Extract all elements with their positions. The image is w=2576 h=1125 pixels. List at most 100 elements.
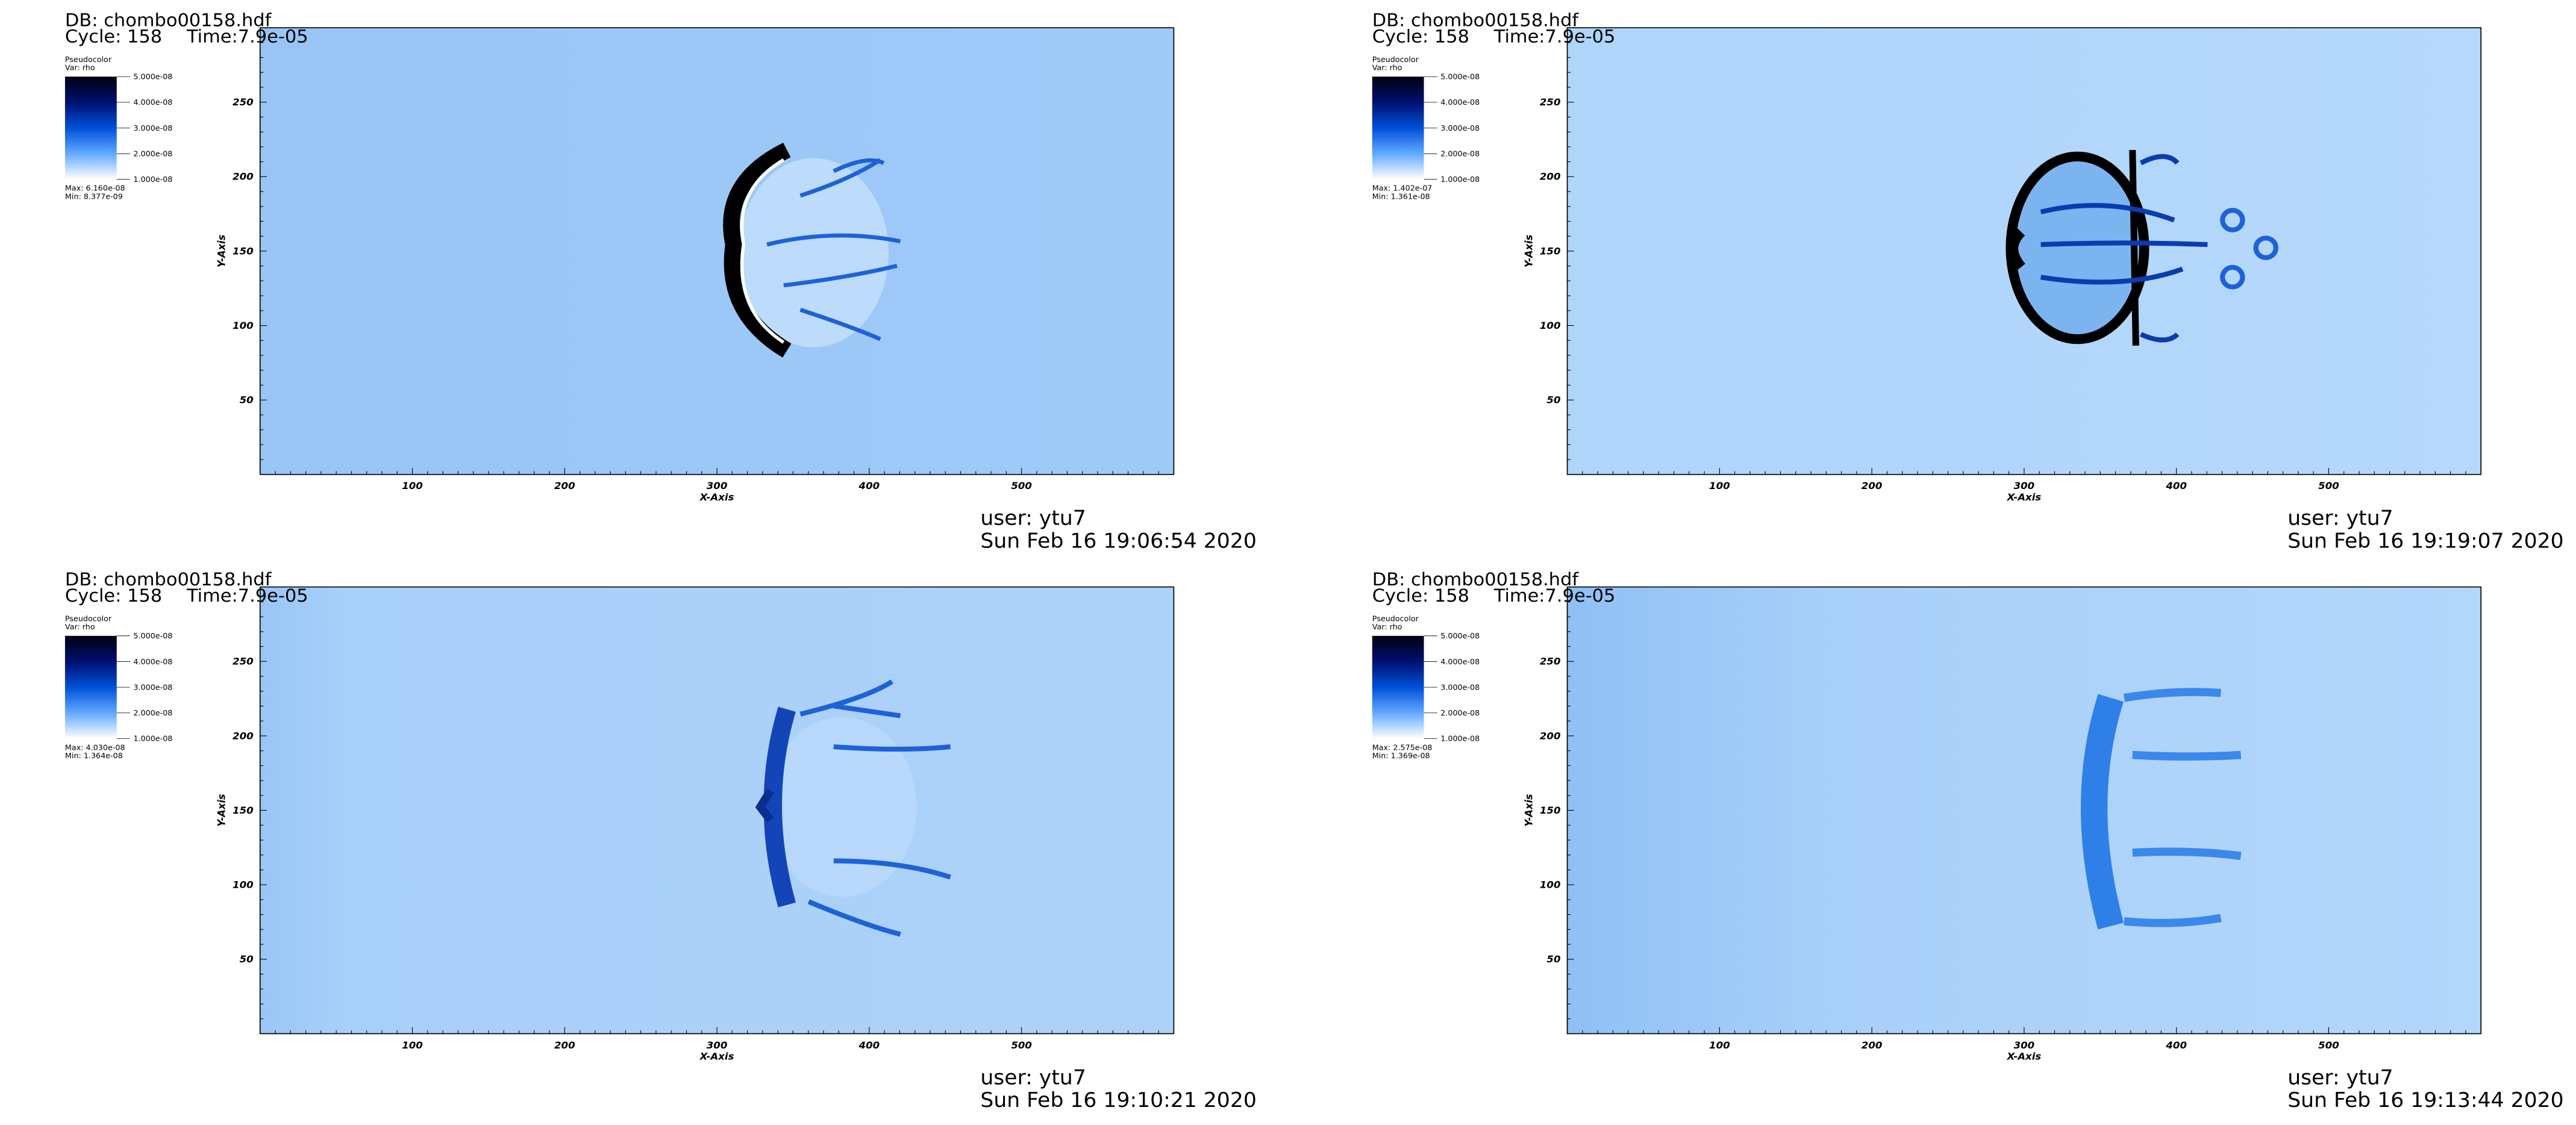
y-tick-label: 100 [1540, 879, 1561, 891]
shock-edge [740, 158, 785, 344]
legend-var: Var: rho [1372, 63, 1402, 72]
legend-max: Max: 4.030e-08 [65, 743, 125, 752]
x-tick-label: 200 [1862, 1039, 1883, 1051]
legend-min: Min: 8.377e-09 [65, 192, 123, 201]
y-tick-label: 100 [233, 879, 254, 891]
x-axis-title: X-Axis [699, 1051, 734, 1062]
flow-features [2081, 688, 2242, 930]
flow-features [2005, 149, 2278, 346]
y-tick-label: 200 [1540, 730, 1561, 741]
legend-label: 3.000e-08 [133, 123, 172, 132]
y-tick-label: 50 [1546, 394, 1560, 406]
x-tick-label: 200 [554, 1039, 575, 1051]
x-axis-title: X-Axis [699, 491, 734, 503]
cycle-label: Cycle: 158 [65, 585, 162, 606]
bulge [755, 788, 774, 823]
x-tick-label: 200 [554, 480, 575, 491]
finger [833, 744, 951, 752]
legend-var: Var: rho [1372, 622, 1402, 631]
y-tick-label: 50 [1546, 953, 1560, 965]
x-tick-label: 100 [402, 1039, 423, 1051]
db-label: DB: chombo00158.hdf [1372, 569, 1580, 590]
finger [2132, 847, 2242, 861]
legend-label: 5.000e-08 [1440, 631, 1480, 640]
db-label: DB: chombo00158.hdf [65, 569, 272, 590]
x-tick-label: 300 [707, 1039, 728, 1051]
legend-title: Pseudocolor [1372, 614, 1419, 623]
y-tick-label: 250 [233, 96, 254, 108]
finger [2040, 240, 2208, 248]
bulge [2007, 227, 2026, 272]
finger [2040, 203, 2175, 223]
legend-max: Max: 2.575e-08 [1372, 743, 1433, 752]
legend-label: 2.000e-08 [133, 708, 172, 717]
finger [807, 899, 901, 937]
finger [799, 679, 893, 717]
vortex [2253, 235, 2278, 260]
finger [2124, 914, 2222, 927]
y-tick-label: 100 [233, 320, 254, 331]
x-axis-title: X-Axis [2006, 491, 2041, 503]
finger [783, 263, 898, 288]
y-tick-label: 150 [233, 245, 254, 257]
legend-label: 1.000e-08 [133, 734, 172, 743]
finger [799, 308, 881, 341]
flow-features [755, 679, 951, 937]
x-tick-label: 300 [2014, 480, 2035, 491]
db-label: DB: chombo00158.hdf [1372, 10, 1580, 31]
finger [2132, 750, 2242, 761]
x-tick-label: 400 [858, 480, 880, 491]
legend-label: 4.000e-08 [1440, 98, 1480, 107]
date-label: Sun Feb 16 19:19:07 2020 [2287, 529, 2563, 553]
finger [766, 233, 901, 247]
plot-field [260, 28, 1174, 475]
y-tick-label: 250 [1540, 96, 1561, 108]
front [2081, 694, 2124, 930]
x-axis-title: X-Axis [2006, 1051, 2041, 1062]
legend-label: 4.000e-08 [1440, 657, 1480, 666]
cycle-label: Cycle: 158 [65, 26, 162, 48]
legend-label: 1.000e-08 [1440, 175, 1480, 184]
time-label: Time:7.9e-05 [186, 585, 308, 606]
y-tick-label: 150 [1540, 245, 1561, 257]
legend-label: 2.000e-08 [1440, 149, 1480, 158]
legend-var: Var: rho [65, 63, 95, 72]
legend-var: Var: rho [65, 622, 95, 631]
legend-label: 3.000e-08 [1440, 683, 1480, 692]
finger [833, 158, 885, 173]
date-label: Sun Feb 16 19:06:54 2020 [980, 529, 1256, 553]
x-tick-label: 500 [1011, 1039, 1032, 1051]
legend-label: 4.000e-08 [133, 98, 172, 107]
x-tick-label: 200 [1862, 480, 1883, 491]
legend-label: 5.000e-08 [133, 631, 172, 640]
finger [2123, 688, 2221, 702]
flow-features [723, 142, 901, 358]
bubble [739, 158, 889, 347]
finger [2139, 332, 2180, 343]
y-tick-label: 200 [1540, 171, 1561, 182]
stem [2129, 149, 2139, 346]
finger [833, 858, 951, 880]
finger [833, 703, 901, 718]
legend-title: Pseudocolor [1372, 55, 1419, 64]
user-label: user: ytu7 [980, 506, 1086, 531]
x-tick-label: 400 [2165, 1039, 2187, 1051]
bubble [767, 717, 918, 897]
x-tick-label: 400 [858, 1039, 880, 1051]
y-tick-label: 100 [1540, 320, 1561, 331]
legend-label: 2.000e-08 [133, 149, 172, 158]
color-bar [1372, 635, 1424, 739]
legend-min: Min: 1.369e-08 [1372, 751, 1430, 760]
legend-label: 5.000e-08 [1440, 72, 1480, 81]
time-label: Time:7.9e-05 [1493, 585, 1616, 606]
legend-label: 2.000e-08 [1440, 708, 1480, 717]
legend-min: Min: 1.364e-08 [65, 751, 123, 760]
y-tick-label: 200 [233, 171, 254, 182]
vortex [2220, 208, 2245, 232]
legend-label: 4.000e-08 [133, 657, 172, 666]
front [763, 706, 796, 908]
x-tick-label: 500 [1011, 480, 1032, 491]
